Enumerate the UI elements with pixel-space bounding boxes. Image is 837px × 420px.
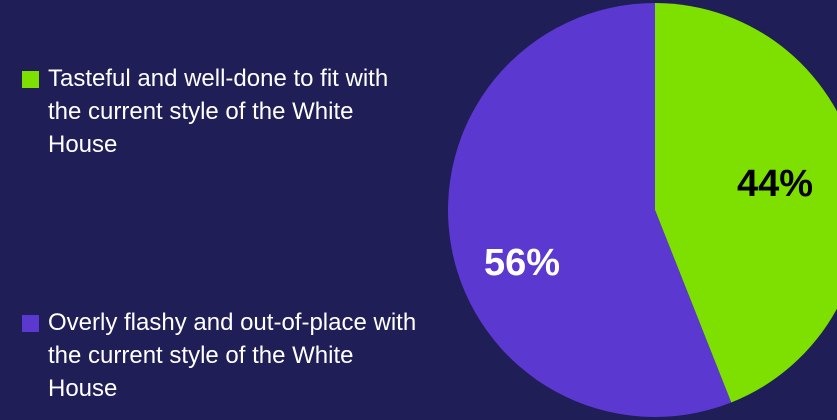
legend-label-tasteful: Tasteful and well-done to fit with the c… [48,65,389,158]
legend-item-flashy: Overly flashy and out-of-place with the … [22,306,442,405]
pie-data-label-flashy: 56% [484,242,560,284]
legend-label-flashy: Overly flashy and out-of-place with the … [48,309,417,402]
legend-swatch-tasteful [22,71,39,88]
pie-slice-tasteful [655,3,837,403]
legend-swatch-flashy [22,315,39,332]
pie-slice-flashy [448,3,732,417]
legend-item-tasteful: Tasteful and well-done to fit with the c… [22,62,442,161]
pie-data-label-tasteful: 44% [737,163,813,205]
